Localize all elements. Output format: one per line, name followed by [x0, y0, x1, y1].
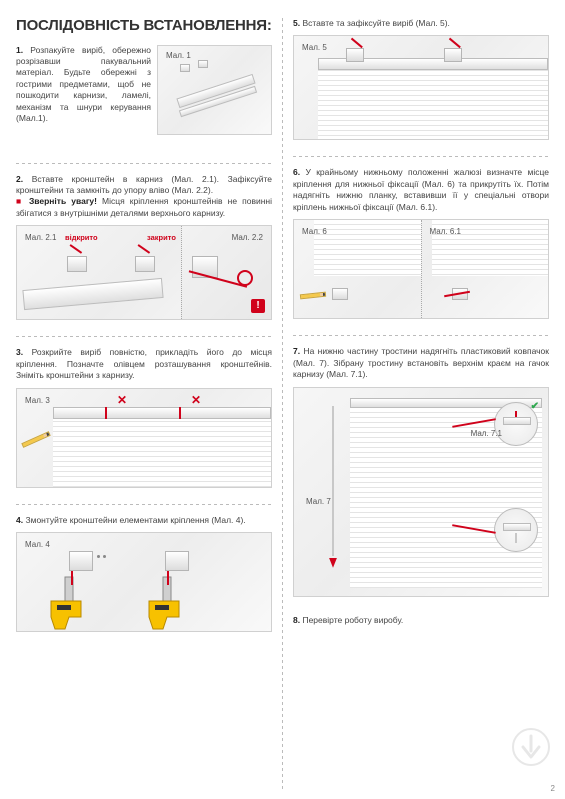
step-2-text: 2. Вставте кронштейн в карниз (Мал. 2.1)… [16, 174, 272, 220]
figure-5: Мал. 5 [293, 35, 549, 140]
figure-1-label: Мал. 1 [164, 50, 193, 61]
step-5-text: 5. Вставте та зафіксуйте виріб (Мал. 5). [293, 18, 549, 29]
figure-7: Мал. 7 Мал. 7.1 ✔ [293, 387, 549, 597]
step-5-body: Вставте та зафіксуйте виріб (Мал. 5). [302, 18, 449, 28]
step-8-num: 8. [293, 615, 300, 625]
warning-icon: ! [251, 299, 265, 313]
figure-4-label: Мал. 4 [23, 539, 52, 550]
figure-22-label: Мал. 2.2 [230, 232, 265, 243]
x-mark-icon: ✕ [191, 393, 201, 407]
page-number: 2 [551, 784, 555, 793]
step-5-num: 5. [293, 18, 300, 28]
step-2-attention-label: Зверніть увагу! [29, 196, 97, 206]
step-1-body: Розпакуйте виріб, обережно розрізавши па… [16, 45, 151, 124]
step-3-text: 3. Розкрийте виріб повністю, прикладіть … [16, 347, 272, 381]
step-1-text: 1. Розпакуйте виріб, обережно розрізавши… [16, 45, 151, 141]
step-4-body: Змонтуйте кронштейни елементами кріпленн… [25, 515, 245, 525]
figure-4: Мал. 4 [16, 532, 272, 632]
figure-71-label: Мал. 7.1 [469, 428, 504, 439]
x-mark-icon: ✕ [117, 393, 127, 407]
figure-6-label: Мал. 6 [300, 226, 329, 237]
step-8-text: 8. Перевірте роботу виробу. [293, 615, 549, 626]
step-4-text: 4. Змонтуйте кронштейни елементами кріпл… [16, 515, 272, 526]
figure-6: Мал. 6 Мал. 6.1 [293, 219, 549, 319]
pencil-icon [300, 292, 326, 300]
figure-21-label: Мал. 2.1 [23, 232, 58, 243]
main-title: ПОСЛІДОВНІСТЬ ВСТАНОВЛЕННЯ: [16, 18, 272, 35]
step-8-body: Перевірте роботу виробу. [302, 615, 403, 625]
figure-61-label: Мал. 6.1 [428, 226, 463, 237]
figure-closed-label: закрито [145, 232, 178, 243]
step-3-body: Розкрийте виріб повністю, прикладіть йог… [16, 347, 272, 380]
drill-icon [145, 573, 205, 631]
step-3-num: 3. [16, 347, 23, 357]
figure-3: Мал. 3 ✕ ✕ [16, 388, 272, 488]
figure-3-label: Мал. 3 [23, 395, 52, 406]
watermark-icon [511, 727, 551, 767]
pencil-icon [21, 431, 50, 448]
step-2-num: 2. [16, 174, 23, 184]
step-6-body: У крайньому нижньому положенні жалюзі ви… [293, 167, 549, 211]
figure-2: Мал. 2.1 відкрито закрито Мал. 2.2 ! [16, 225, 272, 320]
figure-7-label: Мал. 7 [304, 496, 333, 507]
step-7-num: 7. [293, 346, 300, 356]
figure-5-label: Мал. 5 [300, 42, 329, 53]
step-2-body: Вставте кронштейн в карниз (Мал. 2.1). З… [16, 174, 272, 195]
step-4-num: 4. [16, 515, 23, 525]
check-icon: ✔ [531, 401, 539, 412]
drill-icon [47, 573, 107, 631]
step-7-text: 7. На нижню частину тростини надягніть п… [293, 346, 549, 380]
step-7-body: На нижню частину тростини надягніть плас… [293, 346, 549, 379]
step-6-text: 6. У крайньому нижньому положенні жалюзі… [293, 167, 549, 213]
step-1-num: 1. [16, 45, 23, 55]
wand-cap-icon [329, 558, 337, 568]
figure-1: Мал. 1 [157, 45, 272, 135]
figure-open-label: відкрито [63, 232, 100, 243]
step-6-num: 6. [293, 167, 300, 177]
